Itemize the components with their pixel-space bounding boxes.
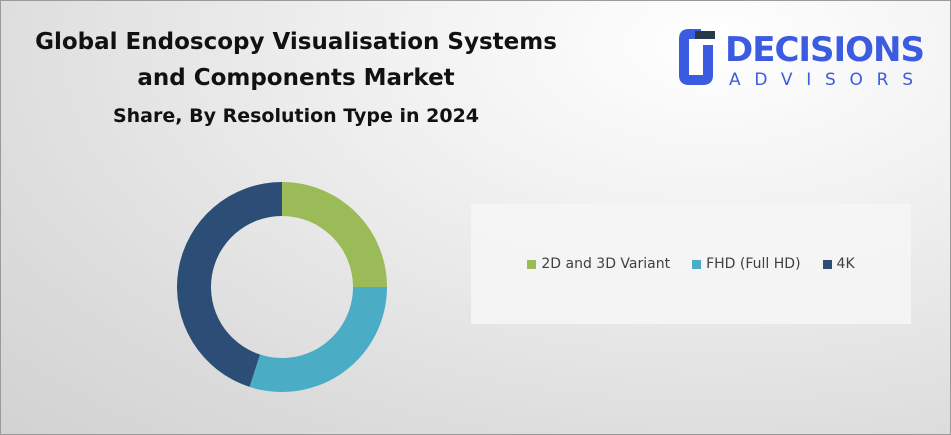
legend-item: FHD (Full HD) [692, 256, 801, 272]
svg-text:ADVISORS: ADVISORS [729, 70, 921, 90]
legend-item: 4K [822, 256, 855, 272]
svg-text:DECISIONS: DECISIONS [725, 30, 925, 70]
legend-item: 2D and 3D Variant [527, 256, 670, 272]
legend-label: FHD (Full HD) [706, 256, 801, 272]
chart-legend: 2D and 3D Variant FHD (Full HD) 4K [471, 204, 911, 324]
chart-title-line1: Global Endoscopy Visualisation Systems [35, 29, 557, 55]
legend-label: 4K [836, 256, 855, 272]
chart-subtitle: Share, By Resolution Type in 2024 [112, 105, 480, 127]
legend-label: 2D and 3D Variant [541, 256, 671, 272]
donut-slice-4k [177, 182, 282, 387]
donut-chart [177, 182, 387, 392]
donut-slice-fhd-full-hd [249, 287, 387, 392]
decisions-advisors-logo: DECISIONS ADVISORS [679, 29, 925, 90]
chart-title-line2: and Components Market [137, 65, 455, 91]
legend-swatch [692, 259, 702, 269]
donut-slice-2d-and-3d-variant [282, 182, 387, 287]
legend-swatch [822, 259, 832, 269]
legend-swatch [527, 259, 537, 269]
